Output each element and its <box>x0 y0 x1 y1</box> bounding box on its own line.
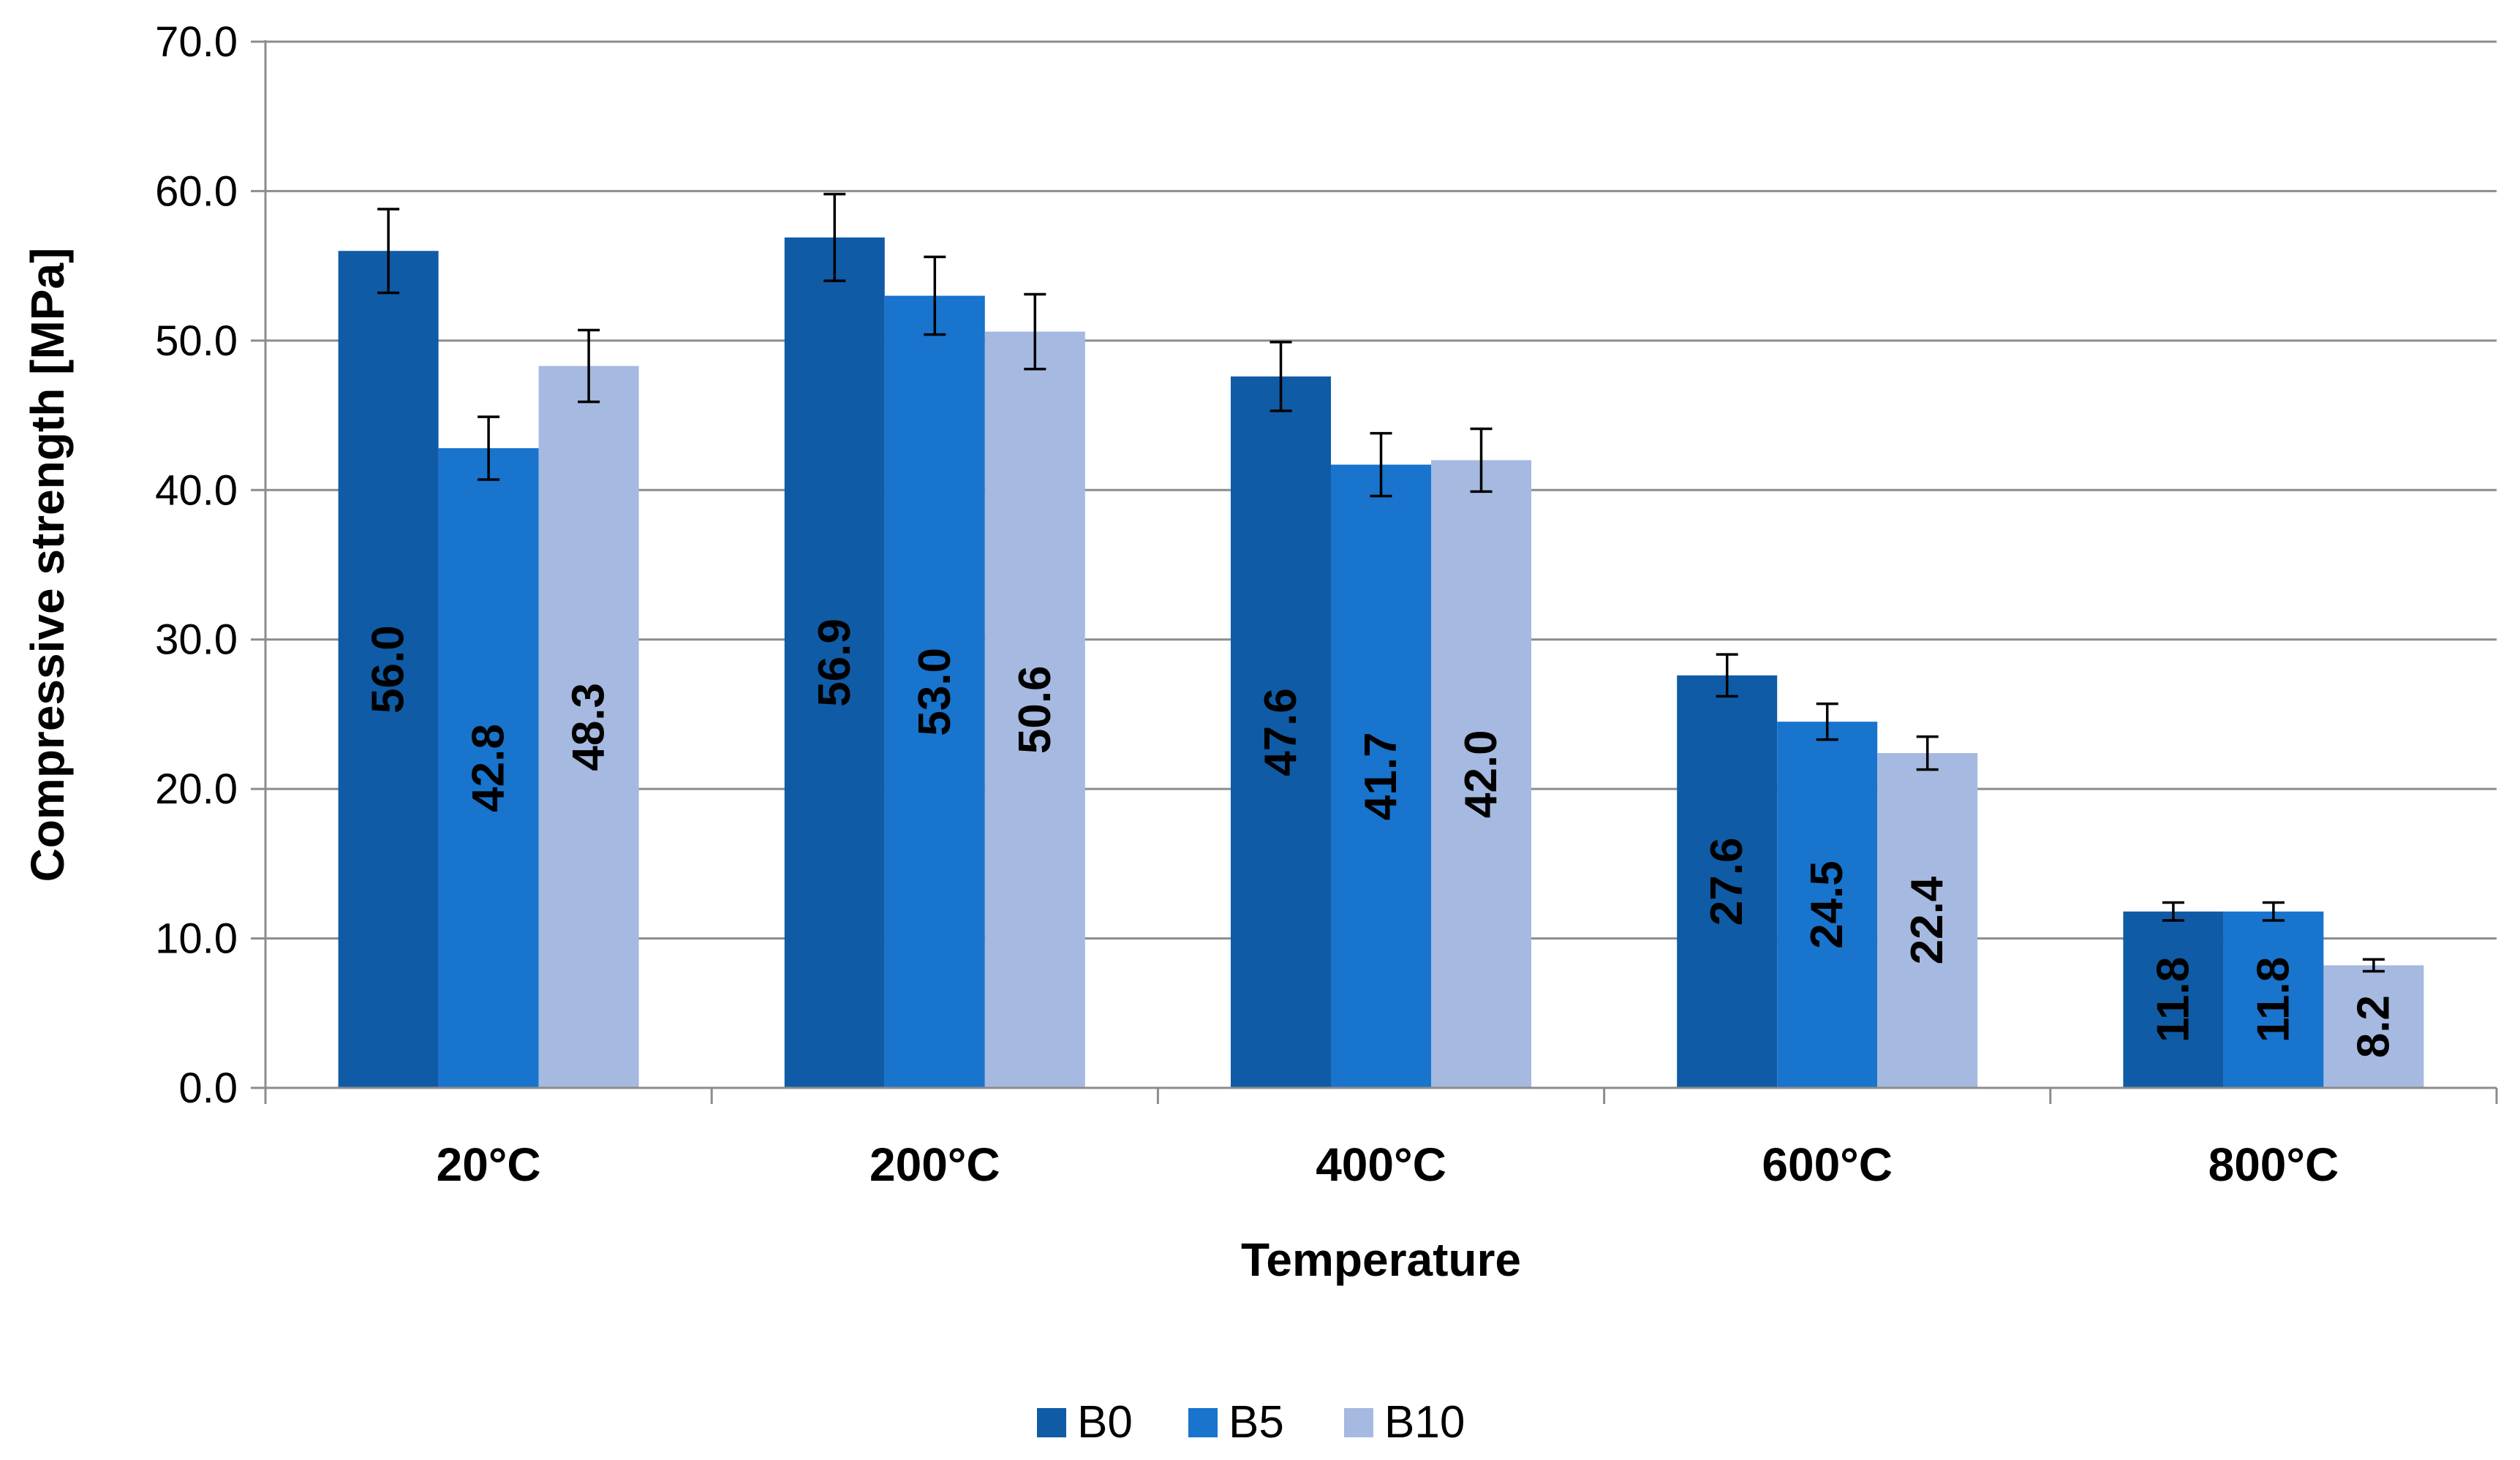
y-tick-label: 20.0 <box>155 765 238 813</box>
data-label-b5: 11.8 <box>2248 957 2298 1043</box>
data-label-b10: 50.6 <box>1010 665 1060 754</box>
legend: B0 B5 B10 <box>1037 1397 1465 1448</box>
data-label-b10: 42.0 <box>1456 730 1506 818</box>
y-tick-label: 10.0 <box>155 915 238 963</box>
bar-b0 <box>338 251 439 1089</box>
x-tick-label: 600°C <box>1762 1138 1893 1191</box>
x-tick-label: 800°C <box>2208 1138 2339 1191</box>
legend-swatch-b5 <box>1188 1408 1218 1437</box>
legend-swatch-b10 <box>1344 1408 1373 1437</box>
data-label-b0: 11.8 <box>2148 957 2198 1043</box>
data-label-b0: 27.6 <box>1702 838 1752 926</box>
error-bars <box>377 192 2385 973</box>
legend-label-b5: B5 <box>1229 1397 1284 1448</box>
bar-b10 <box>1877 753 1978 1088</box>
x-tick-label: 400°C <box>1316 1138 1446 1191</box>
bar-b5 <box>2223 911 2324 1088</box>
axes: 0.0 10.0 20.0 30.0 40.0 50.0 60.0 70.0 20°C 200°C… <box>21 18 2498 1286</box>
bar-b0 <box>1677 675 1778 1088</box>
data-label-b5: 42.8 <box>464 724 514 812</box>
bar-b5 <box>1777 722 1878 1088</box>
data-label-b0: 56.9 <box>810 619 860 707</box>
y-tick-label: 30.0 <box>155 616 238 664</box>
x-axis-title: Temperature <box>1241 1233 1521 1286</box>
bar-b10 <box>1431 460 1531 1088</box>
y-tick-label: 60.0 <box>155 167 238 215</box>
bar-b10 <box>984 331 1085 1088</box>
data-label-b5: 24.5 <box>1802 861 1852 949</box>
data-label-b5: 41.7 <box>1356 732 1406 820</box>
bar-b0 <box>784 237 885 1089</box>
bar-b0 <box>1231 376 1331 1088</box>
data-label-b10: 22.4 <box>1902 876 1953 964</box>
data-labels: 56.0 42.8 48.3 56.9 53.0 50.6 47.6 41.7 42.0 27.6… <box>363 619 2399 1058</box>
y-tick-label: 70.0 <box>155 18 238 66</box>
bars <box>338 237 2424 1089</box>
bar-b5 <box>1331 464 1431 1088</box>
y-tick-label: 0.0 <box>178 1064 238 1112</box>
y-tick-label: 50.0 <box>155 317 238 365</box>
bar-b10 <box>538 366 639 1088</box>
bar-b0 <box>2123 911 2224 1088</box>
x-tick-label: 20°C <box>437 1138 541 1191</box>
data-label-b0: 47.6 <box>1256 688 1306 776</box>
bar-b5 <box>884 295 985 1088</box>
y-axis-title: Compressive strength [MPa] <box>21 248 74 882</box>
data-label-b5: 53.0 <box>910 648 960 736</box>
legend-label-b10: B10 <box>1384 1397 1465 1448</box>
y-tick-label: 40.0 <box>155 466 238 514</box>
legend-swatch-b0 <box>1037 1408 1066 1437</box>
bar-b5 <box>438 448 539 1088</box>
legend-label-b0: B0 <box>1077 1397 1133 1448</box>
data-label-b10: 48.3 <box>564 683 614 771</box>
data-label-b10: 8.2 <box>2348 995 2399 1058</box>
bar-b10 <box>2323 965 2424 1088</box>
x-tick-label: 200°C <box>869 1138 1000 1191</box>
data-label-b0: 56.0 <box>363 625 414 714</box>
